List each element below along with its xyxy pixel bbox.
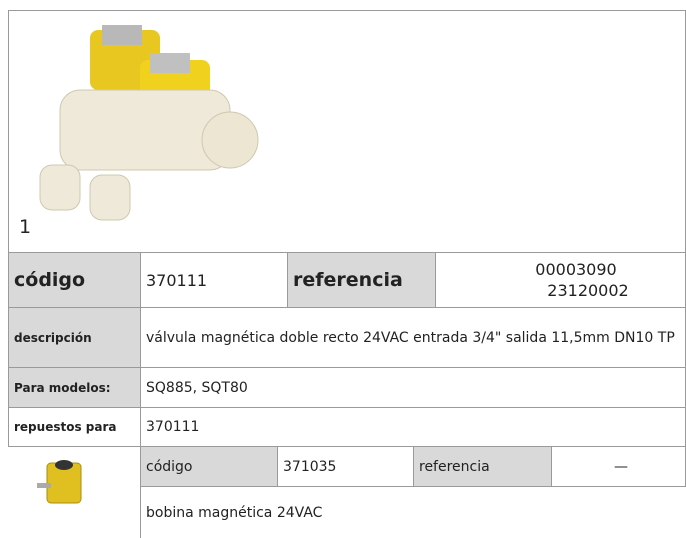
- border: [277, 446, 278, 486]
- label: código: [141, 447, 277, 486]
- border: [8, 10, 9, 446]
- border: [435, 252, 436, 307]
- label: descripción: [9, 308, 140, 367]
- label: referencia: [288, 253, 435, 307]
- border: [8, 446, 686, 447]
- border: [287, 252, 288, 307]
- value: 371035: [283, 458, 337, 475]
- value: 370111: [146, 270, 208, 290]
- spare-part-image: [37, 460, 82, 504]
- border: [551, 446, 552, 486]
- border: [413, 446, 414, 486]
- border: [8, 10, 686, 11]
- label: código: [9, 253, 140, 307]
- value: bobina magnética 24VAC: [146, 504, 323, 521]
- border: [140, 252, 141, 538]
- item-number: 1: [19, 216, 32, 238]
- value: 23120002: [547, 281, 629, 300]
- border: [8, 407, 686, 408]
- value: SQ885, SQT80: [146, 379, 248, 396]
- label: Para modelos:: [9, 368, 140, 407]
- value: válvula magnética doble recto 24VAC entr…: [146, 329, 675, 346]
- label: repuestos para: [14, 420, 117, 434]
- border: [140, 486, 686, 487]
- value: 370111: [146, 419, 200, 435]
- product-image: [39, 25, 259, 221]
- border: [8, 252, 686, 253]
- border: [8, 367, 686, 368]
- label: referencia: [414, 447, 551, 486]
- value: 00003090: [535, 260, 617, 279]
- reference-list: 00003090 23120002: [436, 253, 685, 307]
- value: —: [614, 458, 628, 475]
- border: [8, 307, 686, 308]
